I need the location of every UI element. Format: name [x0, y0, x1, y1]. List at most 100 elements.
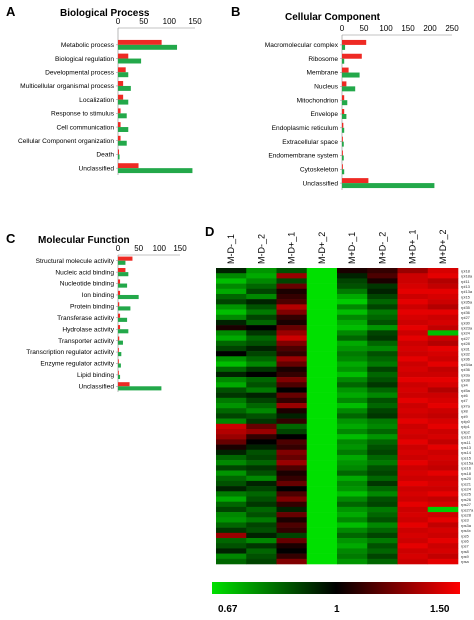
heatmap-cell [216, 434, 247, 440]
chart-b-title: Cellular Component [285, 12, 381, 23]
category-label: Extracellular space [282, 139, 338, 146]
heatmap-cell [397, 304, 429, 310]
heatmap-cell [397, 522, 429, 528]
bar-series-1 [118, 39, 162, 45]
heatmap-cell [367, 517, 398, 523]
heatmap-cell [367, 506, 398, 513]
heatmap-cell [367, 293, 398, 300]
heatmap-row-label: rpl7a [461, 403, 471, 408]
heatmap-cell [337, 340, 368, 347]
heatmap-cell [427, 335, 459, 342]
heatmap-row-label: rps25 [461, 492, 472, 497]
heatmap-cell [216, 340, 247, 347]
heatmap-row-label: rps14 [461, 450, 472, 455]
heatmap-cell [337, 527, 368, 534]
heatmap-column-label: M-D+_2 [317, 232, 327, 264]
heatmap-cell [216, 553, 247, 560]
heatmap-cell [216, 501, 247, 508]
bar-series-1 [118, 268, 126, 273]
heatmap-cell [306, 293, 338, 300]
heatmap-cell [216, 366, 247, 373]
molecular-function-chart: 0 50 100 150 Structural molecule activity Nuc… [26, 244, 187, 392]
heatmap-cell [397, 397, 429, 404]
heatmap-cell [367, 330, 398, 336]
bar-series-1 [118, 359, 119, 364]
heatmap-cell [427, 340, 459, 347]
bar-series-2 [342, 114, 347, 119]
heatmap-cell [397, 538, 429, 544]
heatmap-cell [246, 268, 277, 274]
heatmap-cell [276, 444, 308, 451]
heatmap-cell [306, 491, 338, 497]
bar-series-1 [118, 382, 130, 387]
heatmap-row-label: rpl3a [461, 372, 471, 377]
heatmap-row-label: rps4x [461, 528, 471, 533]
heatmap-row-label: rplp0 [461, 419, 471, 424]
heatmap-cell [337, 454, 368, 461]
heatmap-cell [216, 408, 247, 414]
chart-c-title: Molecular Function [38, 235, 130, 246]
heatmap-cell [427, 273, 459, 279]
heatmap-cell [337, 470, 368, 477]
heatmap-cell [276, 403, 308, 409]
heatmap-cell [397, 408, 429, 414]
heatmap-cell [367, 460, 398, 466]
heatmap-cell [216, 325, 247, 331]
heatmap-row-label: rpl28 [461, 341, 471, 346]
bar-series-2 [118, 168, 193, 174]
heatmap-cell [276, 351, 308, 357]
heatmap-row-label: rplp2 [461, 429, 471, 434]
heatmap-cell [427, 418, 459, 425]
heatmap-cell [427, 423, 459, 430]
heatmap-cell [397, 345, 429, 352]
heatmap-cell [306, 387, 338, 393]
category-label: Transcription regulator activity [26, 349, 114, 356]
heatmap-cell [246, 413, 277, 419]
bar-series-1 [118, 67, 126, 73]
heatmap-cell [246, 366, 277, 373]
heatmap-cell [276, 418, 308, 425]
heatmap-cell [367, 449, 398, 456]
heatmap-cell [246, 532, 277, 539]
heatmap-cell [427, 486, 459, 492]
heatmap-cell [306, 382, 338, 388]
heatmap-cell [337, 371, 368, 378]
heatmap-row-label: rpl15 [461, 294, 471, 299]
heatmap-row-label: rps26 [461, 497, 472, 502]
heatmap-row-label: rps8 [461, 549, 470, 554]
heatmap-cell [216, 268, 247, 274]
bar-series-1 [342, 136, 343, 142]
heatmap-cell [246, 480, 277, 487]
heatmap-cell [337, 304, 368, 310]
heatmap-cell [337, 392, 368, 399]
heatmap-cell [427, 506, 459, 513]
heatmap-cell [367, 527, 398, 534]
heatmap-cell [337, 382, 368, 388]
x-tick-label: 150 [188, 17, 202, 26]
bar-series-2 [342, 141, 344, 147]
heatmap-cell [427, 278, 459, 284]
heatmap-cell [306, 439, 338, 445]
heatmap-cell [367, 288, 398, 295]
heatmap-cell [306, 460, 338, 466]
bar-series-2 [118, 260, 126, 265]
heatmap-cell [367, 413, 398, 419]
heatmap-cell [216, 491, 247, 497]
bar-series-2 [118, 58, 142, 64]
heatmap-cell [306, 428, 338, 435]
heatmap-cell [276, 439, 308, 445]
heatmap-cell [367, 371, 398, 378]
bar-series-1 [118, 336, 120, 341]
heatmap-cell [397, 444, 429, 451]
category-label: Developmental process [45, 69, 115, 76]
heatmap-cell [276, 449, 308, 456]
heatmap-cell [337, 397, 368, 404]
heatmap-row-label: rpl13 [461, 284, 471, 289]
heatmap-cell [276, 496, 308, 502]
heatmap-cell [397, 371, 429, 378]
heatmap-cell [216, 475, 247, 482]
heatmap-cell [337, 309, 368, 316]
bar-series-1 [118, 290, 121, 295]
heatmap-cell [397, 403, 429, 409]
heatmap-cell [216, 403, 247, 409]
